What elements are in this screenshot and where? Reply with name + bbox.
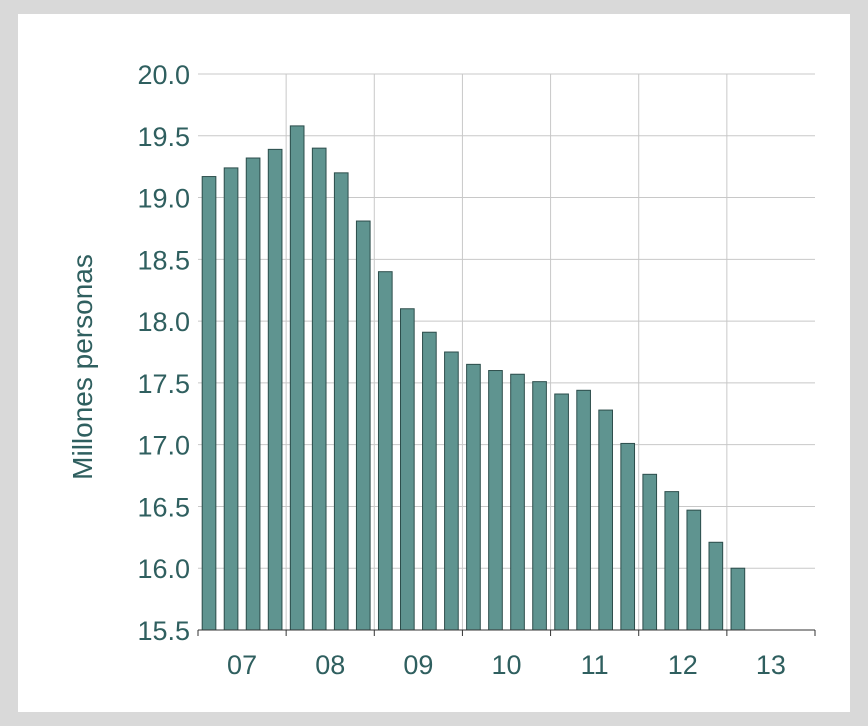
- bar-07-T1: [201, 176, 217, 631]
- y-tick-label: 19.5: [137, 122, 190, 152]
- bar-11-T2: [576, 389, 591, 631]
- y-tick-label: 16.0: [137, 554, 190, 584]
- y-tick-label: 18.0: [137, 307, 190, 337]
- y-tick-label: 20.0: [137, 60, 190, 90]
- bar-13-T1: [730, 567, 746, 631]
- bar-08-T1: [289, 125, 305, 631]
- y-axis-title: Millones personas: [67, 254, 98, 480]
- bar-07-T2: [223, 167, 239, 631]
- axes: [197, 629, 816, 636]
- x-tick-label: 07: [227, 650, 257, 680]
- bar-chart: 15.5 16.0 16.5 17.0 17.5 18.0 18.5 19.0 19.5 20.0…: [67, 60, 816, 680]
- bar-11-T3: [598, 409, 613, 631]
- bar-08-T2: [311, 147, 327, 631]
- bar-11-T4: [620, 442, 636, 631]
- y-tick-label: 17.5: [137, 369, 190, 399]
- x-tick-label: 13: [756, 650, 786, 680]
- bar-09-T2: [400, 308, 415, 631]
- bar-12-T4: [708, 541, 724, 631]
- x-tick-labels: 07 08 09 10 11 12 13: [227, 650, 786, 680]
- bar-12-T3: [686, 509, 702, 631]
- bars: [201, 125, 746, 631]
- x-tick-label: 09: [403, 650, 433, 680]
- bar-08-T4: [355, 220, 371, 631]
- bar-12-T1: [642, 473, 658, 631]
- y-tick-label: 17.0: [137, 431, 190, 461]
- y-tick-labels: 15.5 16.0 16.5 17.0 17.5 18.0 18.5 19.0 19.5 20.0: [137, 60, 190, 646]
- bar-10-T1: [466, 363, 481, 631]
- y-tick-label: 15.5: [137, 616, 190, 646]
- bar-09-T4: [444, 351, 459, 631]
- x-tick-label: 12: [668, 650, 698, 680]
- bar-10-T4: [532, 381, 547, 631]
- y-tick-label: 16.5: [137, 492, 190, 522]
- bar-10-T2: [488, 370, 503, 631]
- x-tick-label: 11: [581, 650, 609, 680]
- bar-09-T3: [422, 331, 437, 631]
- bar-11-T1: [554, 393, 569, 631]
- y-tick-label: 19.0: [137, 184, 190, 214]
- bar-07-T4: [267, 148, 283, 631]
- y-tick-label: 18.5: [137, 245, 190, 275]
- x-tick-label: 10: [491, 650, 521, 680]
- x-tick-label: 08: [315, 650, 345, 680]
- chart-panel: 15.5 16.0 16.5 17.0 17.5 18.0 18.5 19.0 19.5 20.0…: [18, 14, 850, 712]
- bar-07-T3: [245, 157, 261, 631]
- bar-12-T2: [664, 491, 680, 631]
- bar-08-T3: [333, 172, 349, 631]
- bar-10-T3: [510, 373, 525, 631]
- bar-09-T1: [377, 271, 393, 631]
